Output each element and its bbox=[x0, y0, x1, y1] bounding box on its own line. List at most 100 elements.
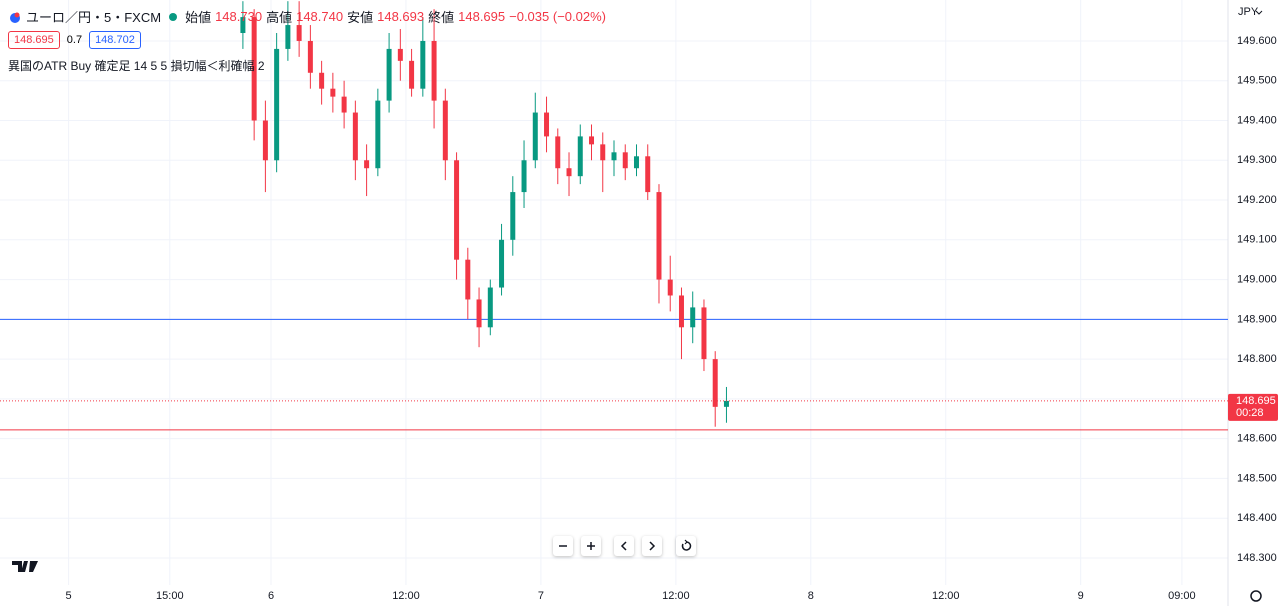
high-label: 高値 bbox=[266, 10, 293, 25]
candle-body bbox=[274, 48, 280, 161]
candle-body bbox=[307, 40, 313, 73]
y-tick-label: 148.600 bbox=[1237, 433, 1277, 445]
candle-body bbox=[352, 112, 358, 161]
icon bbox=[620, 541, 627, 551]
y-tick-label: 149.200 bbox=[1237, 194, 1277, 206]
candle-body bbox=[285, 25, 291, 49]
last-price-box bbox=[1228, 393, 1278, 421]
candle-body bbox=[476, 299, 482, 328]
candle-body bbox=[330, 88, 336, 97]
candle-body bbox=[375, 100, 381, 169]
candle-body bbox=[667, 279, 673, 296]
candle-body bbox=[442, 100, 448, 161]
candle-body bbox=[364, 160, 370, 169]
candle-body bbox=[397, 48, 403, 61]
open-label: 始値 bbox=[185, 10, 212, 25]
x-tick-label: 09:00 bbox=[1168, 590, 1196, 602]
last-price-label: 148.695 bbox=[1236, 395, 1276, 407]
x-tick-label: 9 bbox=[1078, 590, 1084, 602]
candle-body bbox=[633, 156, 639, 169]
candle-body bbox=[690, 307, 696, 328]
x-tick-label: 5 bbox=[66, 590, 72, 602]
sell-button[interactable]: 148.695 bbox=[8, 31, 60, 49]
candle-body bbox=[296, 25, 302, 41]
candle-body bbox=[420, 40, 426, 89]
candle-body bbox=[566, 168, 572, 177]
candle-body bbox=[678, 295, 684, 328]
icon bbox=[649, 541, 656, 551]
settings-icon bbox=[1250, 590, 1262, 602]
close-label: 終値 bbox=[428, 10, 455, 25]
candle-body bbox=[510, 192, 516, 240]
candle-body bbox=[600, 144, 606, 161]
candle-body bbox=[622, 152, 628, 169]
close-value: 148.695 bbox=[458, 9, 506, 24]
x-tick-label: 8 bbox=[808, 590, 814, 602]
zoom-out[interactable] bbox=[553, 536, 573, 556]
y-tick-label: 149.600 bbox=[1237, 35, 1277, 47]
symbol-logo bbox=[10, 12, 20, 23]
y-tick-label: 149.000 bbox=[1237, 273, 1277, 285]
candle-body bbox=[577, 136, 583, 177]
y-tick-label: 149.300 bbox=[1237, 154, 1277, 166]
candle-body bbox=[465, 259, 471, 300]
y-tick-label: 148.900 bbox=[1237, 313, 1277, 325]
currency: JPY bbox=[1238, 6, 1259, 18]
scroll-left[interactable] bbox=[614, 536, 634, 556]
candle-body bbox=[712, 359, 718, 407]
candle-body bbox=[386, 48, 392, 101]
indicator-legend[interactable]: 異国のATR Buy 確定足 14 5 5 損切幅＜利確幅 2 bbox=[8, 59, 265, 73]
y-tick-label: 149.400 bbox=[1237, 114, 1277, 126]
status-dot bbox=[169, 12, 178, 21]
y-tick-label: 148.400 bbox=[1237, 512, 1277, 524]
candle-body bbox=[555, 136, 561, 169]
countdown: 00:28 bbox=[1236, 407, 1264, 419]
candle-body bbox=[262, 120, 268, 161]
candle-body bbox=[656, 192, 662, 280]
y-tick-label: 148.500 bbox=[1237, 472, 1277, 484]
candle-body bbox=[240, 17, 246, 34]
candle-body bbox=[341, 96, 347, 113]
zoom-in[interactable] bbox=[581, 536, 601, 556]
candle-body bbox=[319, 72, 325, 89]
candle-body bbox=[544, 112, 550, 137]
x-tick-label: 6 bbox=[268, 590, 274, 602]
y-tick-label: 148.800 bbox=[1237, 353, 1277, 365]
low-value: 148.693 bbox=[377, 9, 425, 24]
candle-body bbox=[409, 60, 415, 89]
x-tick-label: 12:00 bbox=[392, 590, 420, 602]
candle-body bbox=[589, 136, 595, 145]
high-value: 148.740 bbox=[296, 9, 344, 24]
change: −0.035 (−0.02%) bbox=[509, 9, 606, 24]
order-buttons: 148.695 0.7 148.702 bbox=[8, 31, 141, 49]
symbol[interactable]: ユーロ／円・5・FXCM bbox=[26, 10, 162, 25]
reset[interactable] bbox=[676, 536, 696, 556]
open-value: 148.730 bbox=[215, 9, 263, 24]
candle-body bbox=[645, 156, 651, 193]
x-tick-label: 15:00 bbox=[156, 590, 184, 602]
currency-caret bbox=[1255, 10, 1263, 15]
scroll-right[interactable] bbox=[642, 536, 662, 556]
y-tick-label: 149.500 bbox=[1237, 75, 1277, 87]
candle-body bbox=[251, 17, 257, 121]
low-label: 安値 bbox=[347, 10, 374, 25]
spread: 0.7 bbox=[66, 34, 83, 46]
icon bbox=[559, 545, 567, 547]
candle-body bbox=[611, 152, 617, 161]
header: ユーロ／円・5・FXCM 始値 148.730 高値 148.740 安値 14… bbox=[8, 7, 606, 26]
candle-body bbox=[454, 160, 460, 260]
x-tick-label: 12:00 bbox=[662, 590, 690, 602]
candle-body bbox=[487, 287, 493, 328]
buy-button[interactable]: 148.702 bbox=[89, 31, 141, 49]
candle-body bbox=[723, 400, 729, 407]
icon bbox=[587, 542, 595, 550]
candle-body bbox=[499, 239, 505, 288]
tv-logo bbox=[12, 561, 38, 572]
y-tick-label: 148.300 bbox=[1237, 552, 1277, 564]
icon bbox=[681, 539, 692, 551]
x-tick-label: 7 bbox=[538, 590, 544, 602]
candle-body bbox=[701, 307, 707, 360]
candle-body bbox=[532, 112, 538, 161]
